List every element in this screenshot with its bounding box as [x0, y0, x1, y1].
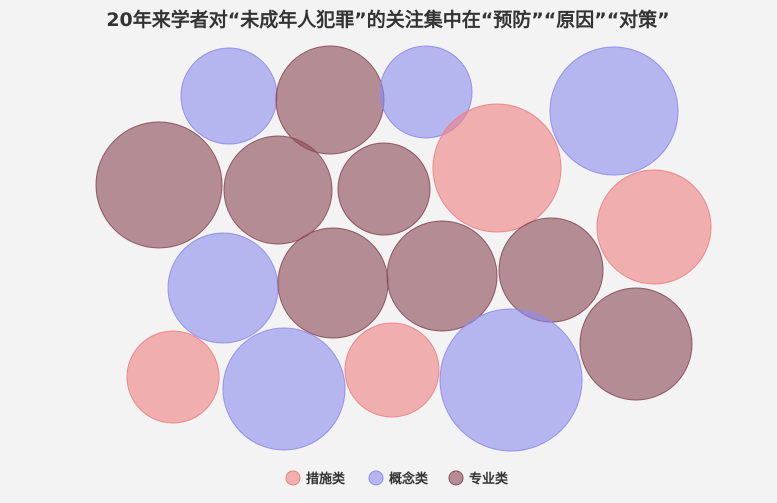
legend-label: 概念类	[389, 471, 429, 487]
legend-item-3[interactable]: 专业类	[448, 470, 509, 487]
bubble-10[interactable]	[167, 232, 279, 344]
bubble-16[interactable]	[344, 322, 440, 418]
bubble-15[interactable]	[222, 327, 346, 451]
bubble-6[interactable]	[223, 135, 333, 245]
legend-label: 专业类	[469, 471, 509, 487]
legend-item-2[interactable]: 概念类	[368, 470, 429, 487]
bubble-13[interactable]	[498, 217, 604, 323]
bubble-5[interactable]	[95, 121, 223, 249]
legend-marker	[285, 470, 301, 486]
bubble-18[interactable]	[579, 287, 693, 401]
bubble-8[interactable]	[432, 103, 562, 233]
bubble-9[interactable]	[596, 169, 712, 285]
legend-marker	[368, 470, 384, 486]
bubble-4[interactable]	[549, 46, 679, 176]
legend-item-1[interactable]: 措施类	[285, 470, 346, 487]
bubble-1[interactable]	[180, 47, 278, 145]
bubble-3[interactable]	[379, 45, 473, 139]
bubble-17[interactable]	[439, 308, 583, 452]
chart-title: 20年来学者对“未成年人犯罪”的关注集中在“预防”“原因”“对策”	[106, 8, 669, 31]
bubble-layer	[95, 45, 712, 452]
legend-marker	[448, 470, 464, 486]
bubble-14[interactable]	[126, 330, 220, 424]
legend-label: 措施类	[306, 471, 346, 487]
bubble-11[interactable]	[277, 227, 389, 339]
legend: 措施类 概念类 专业类	[285, 470, 509, 487]
bubble-7[interactable]	[337, 142, 431, 236]
bubble-12[interactable]	[386, 220, 498, 332]
